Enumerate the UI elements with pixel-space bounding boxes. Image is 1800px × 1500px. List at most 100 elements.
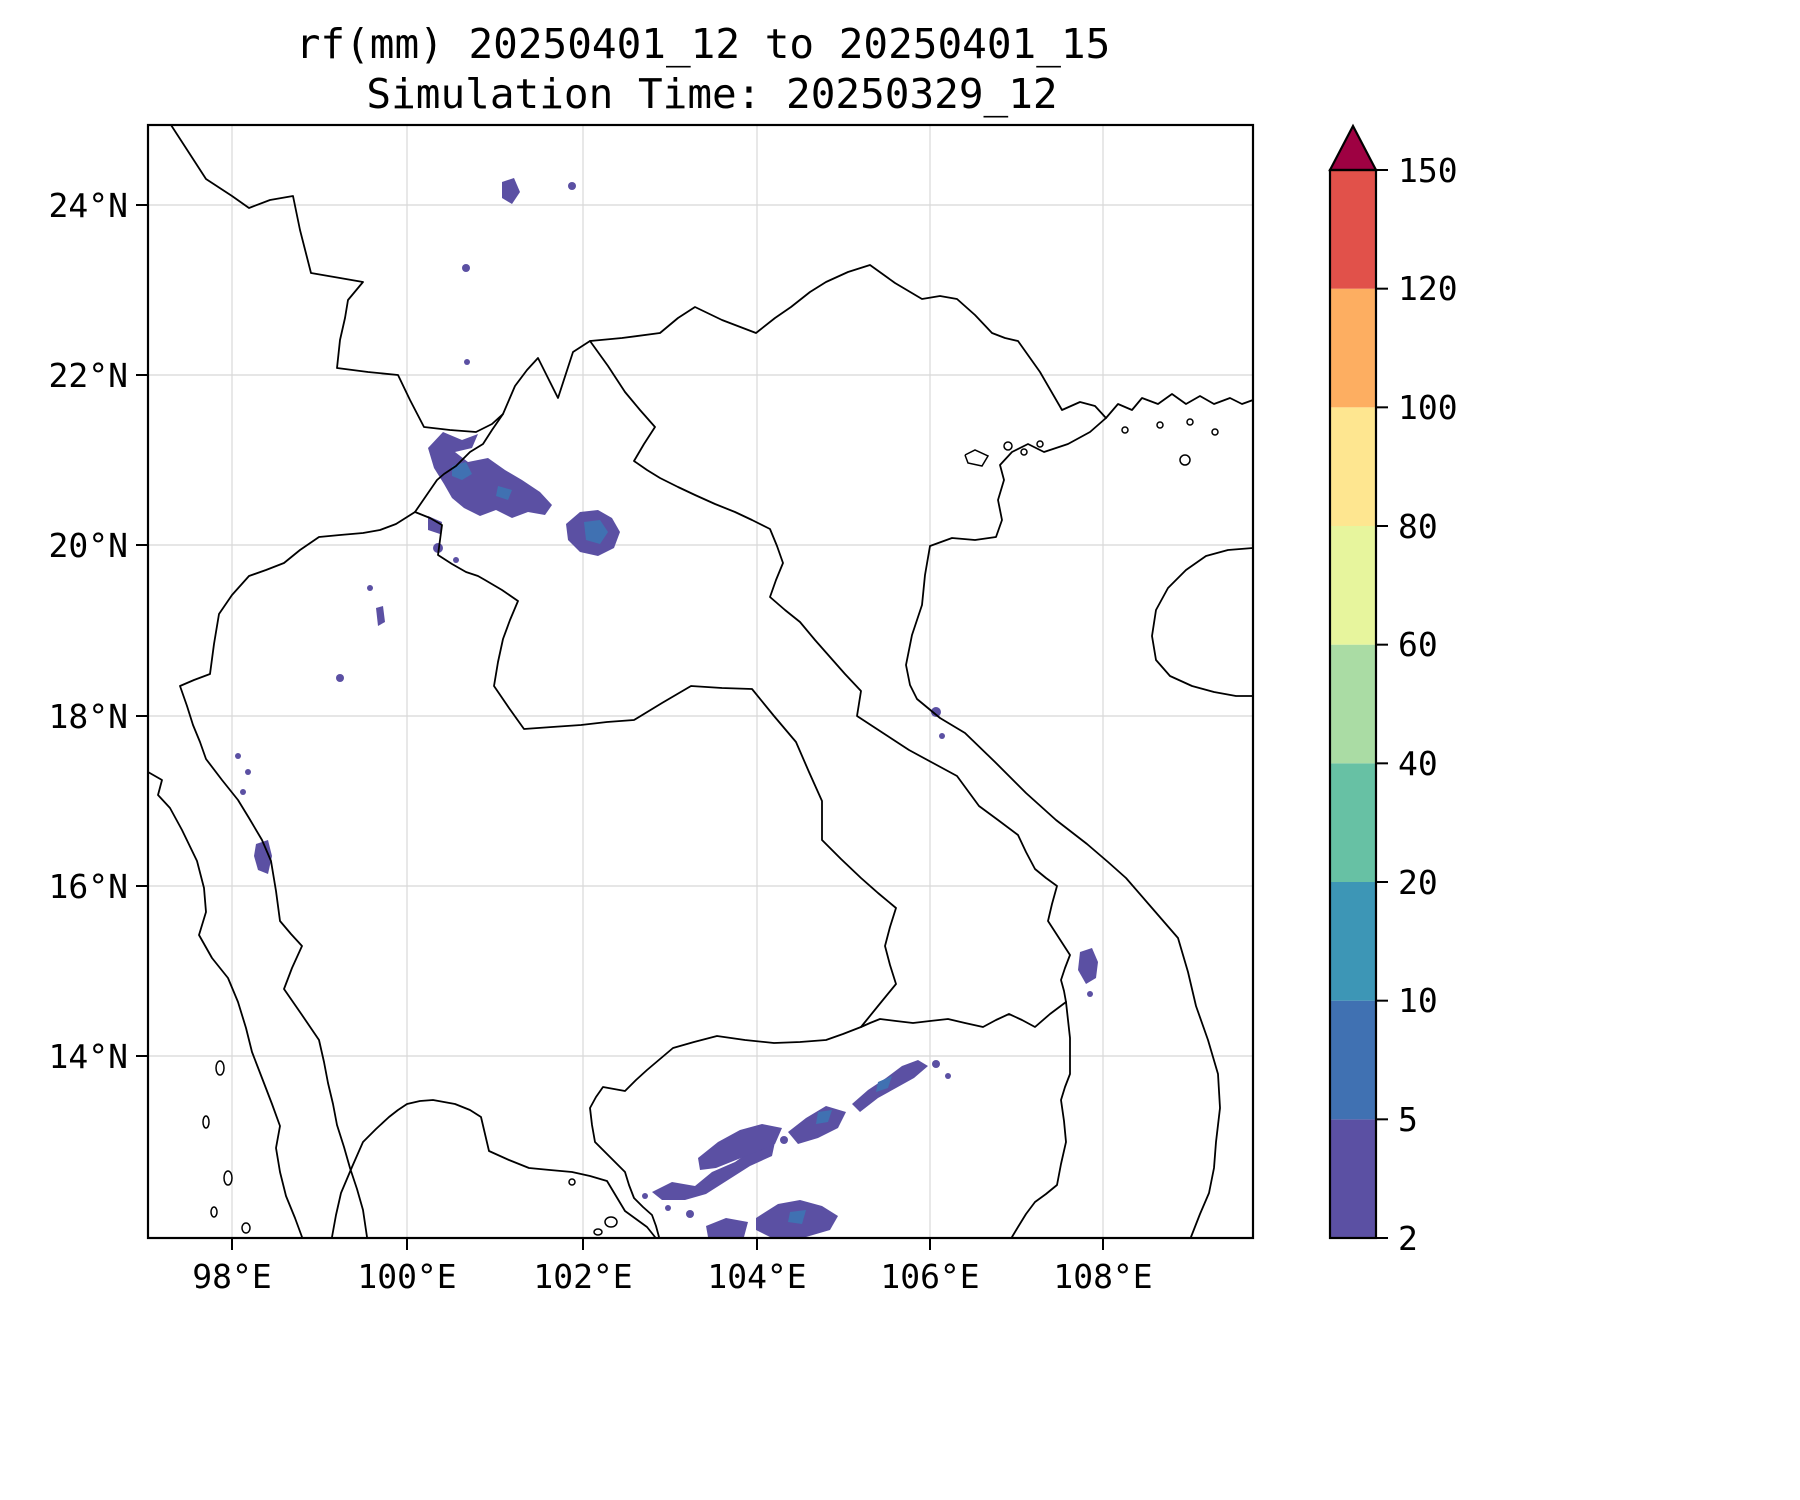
rain-patch	[453, 557, 459, 563]
island	[1121, 426, 1129, 434]
island	[202, 1115, 210, 1129]
rain-contours-2-5mm	[235, 178, 1098, 1237]
island	[241, 1222, 251, 1234]
rain-core	[452, 462, 472, 480]
rain-patch	[428, 432, 552, 518]
rain-patch	[932, 1060, 940, 1068]
y-tick-label: 22°N	[49, 356, 128, 395]
colorbar-segment	[1330, 882, 1376, 1001]
rain-patch	[433, 543, 443, 553]
island	[223, 1170, 233, 1186]
border-thailand-myanmar	[179, 511, 416, 1238]
rain-patch	[462, 264, 470, 272]
coast-gulf-of-thailand	[331, 1099, 656, 1238]
rain-patch	[931, 707, 941, 717]
plot-title-line2: Simulation Time: 20250329_12	[366, 70, 1057, 118]
rain-patch	[336, 674, 344, 682]
rain-patch	[568, 182, 576, 190]
rain-patch	[706, 1218, 748, 1237]
island	[1156, 421, 1164, 429]
rain-patch	[788, 1106, 846, 1144]
colorbar-tick-label: 80	[1398, 507, 1438, 546]
rain-patch	[464, 359, 470, 365]
rain-patch	[235, 753, 241, 759]
colorbar-tick-label: 40	[1398, 744, 1438, 783]
island	[215, 1060, 225, 1076]
axes-frame	[146, 123, 1255, 1240]
colorbar-tick-label: 2	[1398, 1219, 1418, 1258]
y-tick-label: 18°N	[49, 697, 128, 736]
rain-patch	[780, 1136, 788, 1144]
rain-patch	[939, 733, 945, 739]
colorbar-tick-label: 150	[1398, 151, 1458, 190]
colorbar-tick-label: 20	[1398, 863, 1438, 902]
y-tick-label: 20°N	[49, 526, 128, 565]
rain-core	[788, 1210, 806, 1224]
gridlines	[148, 125, 1253, 1238]
x-tick-label: 100°E	[357, 1257, 456, 1296]
rain-patch	[852, 1060, 928, 1112]
rain-patch	[698, 1124, 782, 1170]
island	[210, 1206, 218, 1218]
x-tick-label: 102°E	[533, 1257, 632, 1296]
x-tick-label: 108°E	[1053, 1257, 1152, 1296]
rain-patch	[367, 585, 373, 591]
y-tick-label: 14°N	[49, 1037, 128, 1076]
coast-vietnam	[905, 417, 1221, 1238]
x-tick-label: 104°E	[707, 1257, 806, 1296]
colorbar-segment	[1330, 526, 1376, 645]
border-cambodia-vietnam	[1011, 1001, 1071, 1238]
y-tick-label: 16°N	[49, 867, 128, 906]
border-laos-thailand	[414, 511, 897, 1028]
border-cambodia-thailand	[589, 1026, 862, 1238]
rain-patch	[428, 516, 442, 534]
rain-patch	[376, 606, 385, 626]
rain-patch	[686, 1210, 694, 1218]
border-laos-vietnam	[589, 340, 1071, 1003]
colorbar-extend-arrow	[1328, 123, 1378, 172]
coast-myanmar	[148, 771, 303, 1238]
x-axis: 98°E 100°E 102°E 104°E 106°E 108°E	[192, 1238, 1153, 1296]
rain-core	[584, 520, 608, 544]
rain-core	[816, 1110, 832, 1124]
border-china	[170, 125, 1107, 433]
x-tick-label: 106°E	[880, 1257, 979, 1296]
colorbar: 150 120 100 80 60 40 20 10 5 2	[1328, 123, 1458, 1258]
rain-patch	[945, 1073, 951, 1079]
coast-guangxi	[1105, 393, 1253, 419]
y-axis: 24°N 22°N 20°N 18°N 16°N 14°N	[49, 186, 148, 1076]
colorbar-segment	[1330, 288, 1376, 408]
island	[1186, 418, 1194, 426]
colorbar-segment	[1330, 1119, 1376, 1238]
rain-patch	[502, 178, 520, 204]
colorbar-tick-label: 10	[1398, 981, 1438, 1020]
colorbar-tick-label: 100	[1398, 388, 1458, 427]
colorbar-tick-label: 5	[1398, 1100, 1418, 1139]
island	[568, 1178, 576, 1186]
plot-title-line1: rf(mm) 20250401_12 to 20250401_15	[296, 20, 1111, 68]
colorbar-segment	[1330, 407, 1376, 526]
colorbar-ticks	[1376, 169, 1388, 1239]
x-tick-label: 98°E	[192, 1257, 271, 1296]
rain-patch	[254, 840, 272, 874]
rain-patch	[665, 1205, 671, 1211]
colorbar-tick-label: 60	[1398, 625, 1438, 664]
coast-hainan	[1151, 547, 1253, 697]
colorbar-segment	[1330, 1000, 1376, 1120]
coastlines-borders	[148, 125, 1253, 1238]
rain-core	[496, 486, 512, 500]
island	[1036, 440, 1044, 448]
map-plot-area	[148, 125, 1253, 1238]
colorbar-segment	[1330, 763, 1376, 882]
island	[964, 449, 990, 467]
rain-patch	[1087, 991, 1093, 997]
border-cambodia-laos	[860, 1001, 1067, 1028]
rain-patch	[1078, 948, 1098, 984]
island	[593, 1228, 603, 1236]
rain-contours-5-10mm	[452, 462, 892, 1224]
colorbar-tick-label: 120	[1398, 269, 1458, 308]
y-tick-label: 24°N	[49, 186, 128, 225]
rain-core	[876, 1076, 892, 1092]
